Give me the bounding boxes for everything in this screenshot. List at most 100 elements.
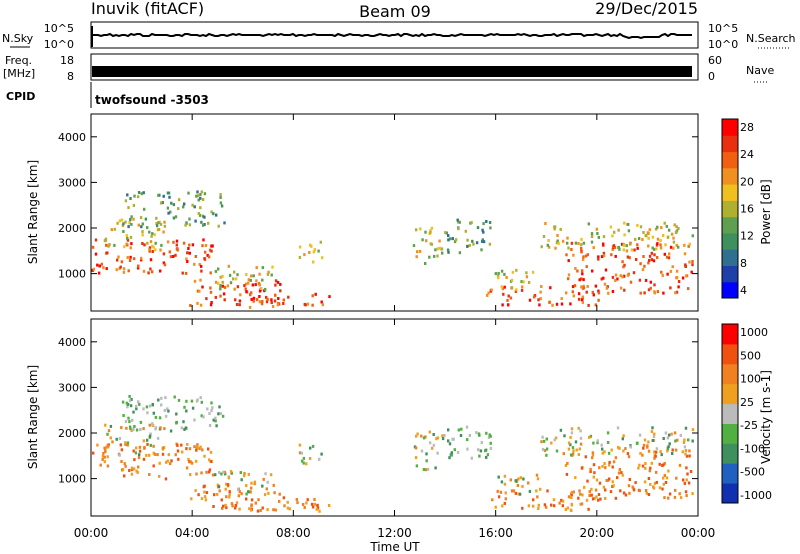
heatmap-cell	[106, 251, 109, 255]
heatmap-cell	[94, 238, 98, 242]
heatmap-cell	[181, 271, 184, 275]
heatmap-cell	[227, 264, 230, 268]
heatmap-cell	[548, 300, 551, 304]
heatmap-cell	[632, 271, 636, 275]
heatmap-cell	[163, 408, 166, 412]
heatmap-cell	[611, 290, 615, 293]
heatmap-cell	[605, 286, 609, 290]
heatmap-cell	[685, 494, 688, 498]
heatmap-cell	[521, 285, 524, 289]
heatmap-cell	[666, 447, 670, 451]
heatmap-cell	[528, 489, 532, 493]
heatmap-cell	[629, 280, 633, 284]
heatmap-cell	[105, 243, 108, 247]
heatmap-cell	[274, 293, 277, 297]
heatmap-cell	[209, 271, 212, 275]
heatmap-cell	[167, 409, 170, 413]
colorbar-swatch	[722, 281, 738, 299]
heatmap-cell	[203, 490, 206, 494]
heatmap-cell	[320, 452, 323, 456]
heatmap-cell	[205, 470, 208, 474]
heatmap-cell	[172, 216, 176, 220]
heatmap-cell	[416, 250, 419, 254]
heatmap-cell	[120, 426, 123, 430]
heatmap-cell	[644, 462, 647, 465]
heatmap-cell	[510, 489, 514, 493]
heatmap-cell	[212, 505, 215, 508]
heatmap-cell	[551, 303, 554, 307]
heatmap-cell	[581, 272, 584, 276]
heatmap-cell	[208, 412, 211, 415]
heatmap-cell	[203, 192, 207, 196]
heatmap-cell	[138, 449, 142, 453]
heatmap-cell	[553, 227, 556, 231]
noise-left-label: N.Sky	[2, 32, 34, 45]
heatmap-cell	[130, 222, 133, 226]
heatmap-cell	[107, 429, 111, 433]
heatmap-cell	[216, 492, 219, 496]
heatmap-cell	[219, 193, 222, 197]
heatmap-cell	[684, 452, 687, 456]
heatmap-cell	[555, 302, 559, 306]
heatmap-cell	[113, 227, 116, 231]
heatmap-cell	[691, 428, 695, 432]
heatmap-cell	[414, 456, 418, 460]
heatmap-cell	[250, 481, 253, 485]
freq-left-unit: [MHz]	[3, 67, 35, 80]
heatmap-cell	[220, 498, 223, 502]
heatmap-cell	[127, 225, 130, 229]
heatmap-cell	[145, 438, 149, 442]
heatmap-cell	[678, 492, 681, 496]
heatmap-cell	[200, 471, 203, 475]
heatmap-cell	[567, 495, 571, 499]
heatmap-cell	[570, 241, 574, 245]
heatmap-cell	[309, 446, 312, 450]
heatmap-cell	[655, 247, 658, 251]
velocity-panel-frame	[90, 318, 699, 517]
heatmap-cell	[538, 303, 541, 307]
heatmap-cell	[561, 239, 565, 243]
freq-left-tick-top: 18	[60, 54, 74, 67]
heatmap-cell	[162, 194, 165, 198]
heatmap-cell	[639, 262, 642, 266]
heatmap-cell	[540, 440, 543, 444]
heatmap-cell	[560, 302, 564, 306]
heatmap-cell	[190, 461, 194, 465]
noise-left-tick-top: 10^5	[44, 22, 74, 35]
heatmap-cell	[671, 452, 674, 455]
heatmap-cell	[214, 416, 217, 420]
heatmap-cell	[578, 447, 581, 451]
heatmap-cell	[202, 238, 205, 242]
heatmap-cell	[504, 491, 507, 495]
heatmap-cell	[595, 478, 599, 482]
heatmap-cell	[272, 508, 275, 512]
heatmap-cell	[122, 267, 126, 271]
heatmap-cell	[587, 303, 590, 307]
heatmap-cell	[175, 421, 178, 425]
heatmap-cell	[156, 453, 159, 457]
heatmap-cell	[115, 437, 118, 441]
heatmap-cell	[515, 288, 518, 292]
heatmap-cell	[101, 454, 105, 458]
heatmap-cell	[546, 243, 549, 247]
heatmap-cell	[154, 415, 158, 419]
heatmap-cell	[96, 443, 99, 447]
heatmap-cell	[574, 440, 578, 444]
heatmap-cell	[597, 493, 601, 496]
heatmap-cell	[466, 238, 469, 242]
heatmap-cell	[650, 258, 654, 262]
heatmap-cell	[691, 260, 694, 263]
heatmap-cell	[621, 242, 624, 246]
heatmap-cell	[582, 255, 585, 259]
heatmap-cell	[486, 453, 490, 457]
heatmap-cell	[211, 473, 215, 477]
heatmap-cell	[674, 488, 677, 492]
heatmap-cell	[138, 445, 142, 449]
heatmap-cell	[595, 495, 598, 499]
heatmap-cell	[476, 226, 480, 230]
heatmap-cell	[187, 247, 190, 250]
heatmap-cell	[595, 227, 598, 231]
heatmap-cell	[590, 235, 594, 238]
heatmap-cell	[132, 410, 135, 414]
heatmap-cell	[581, 300, 584, 304]
